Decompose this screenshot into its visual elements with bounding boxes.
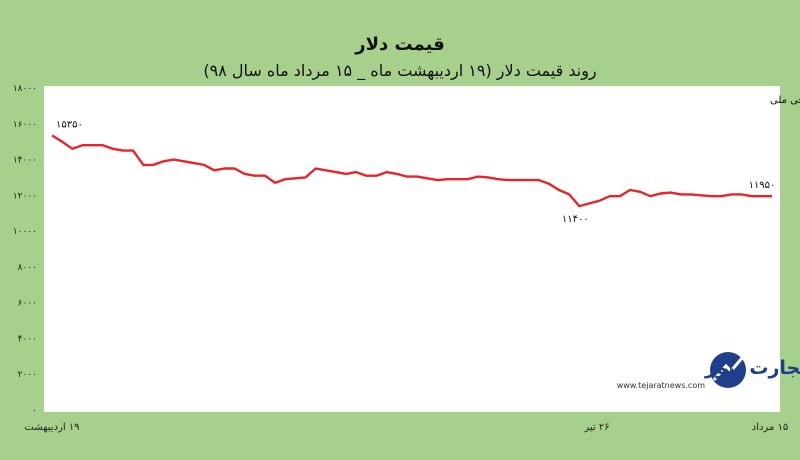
data-label: ۱۱۴۰۰ xyxy=(562,214,589,225)
logo-arrow-icon xyxy=(712,357,744,381)
chart-subtitle: روند قیمت دلار (۱۹ اردیبهشت ماه _ ۱۵ مرد… xyxy=(203,61,596,81)
y-tick-label: ۱۴۰۰۰ xyxy=(13,156,37,166)
y-tick-label: ۱۸۰۰۰ xyxy=(13,84,37,94)
annotation-layer: ۱۵۳۵۰ ۱۱۴۰۰ ۱۱۹۵۰ xyxy=(56,119,775,225)
y-tick-label: ۱۲۰۰۰ xyxy=(13,191,37,201)
source-label: منبع: صرافی ملی xyxy=(770,95,800,106)
data-label: ۱۱۹۵۰ xyxy=(749,180,776,191)
x-tick-label-end: ۱۵ مرداد xyxy=(752,422,789,433)
x-tick-label-start: ۱۹ اردیبهشت xyxy=(24,422,79,433)
x-tick-label-mid: ۲۶ تیر xyxy=(583,422,609,433)
series-line xyxy=(51,134,772,208)
y-tick-label: ۴۰۰۰ xyxy=(18,334,37,344)
y-tick-label: ۱۶۰۰۰ xyxy=(13,120,37,130)
data-label: ۱۵۳۵۰ xyxy=(56,119,83,130)
logo-backdrop xyxy=(585,342,755,394)
y-tick-label: ۶۰۰۰ xyxy=(18,299,37,309)
logo-name: تجارت نیوز xyxy=(704,357,800,379)
series-layer xyxy=(51,134,772,208)
y-tick-label: ۲۰۰۰ xyxy=(18,370,37,380)
y-tick-label: ۱۰۰۰۰ xyxy=(13,227,37,237)
logo: تجارت نیوز www.tejaratnews.com xyxy=(585,342,800,394)
y-tick-label: ۸۰۰۰ xyxy=(18,263,37,273)
y-tick-label: ۰ xyxy=(32,406,37,416)
y-axis-ticks: ۰ ۲۰۰۰ ۴۰۰۰ ۶۰۰۰ ۸۰۰۰ ۱۰۰۰۰ ۱۲۰۰۰ ۱۴۰۰۰ ۱۶۰۰۰ ۱۸۰… xyxy=(13,84,37,416)
logo-url: www.tejaratnews.com xyxy=(617,381,705,390)
chart-title: قیمت دلار xyxy=(354,34,445,55)
